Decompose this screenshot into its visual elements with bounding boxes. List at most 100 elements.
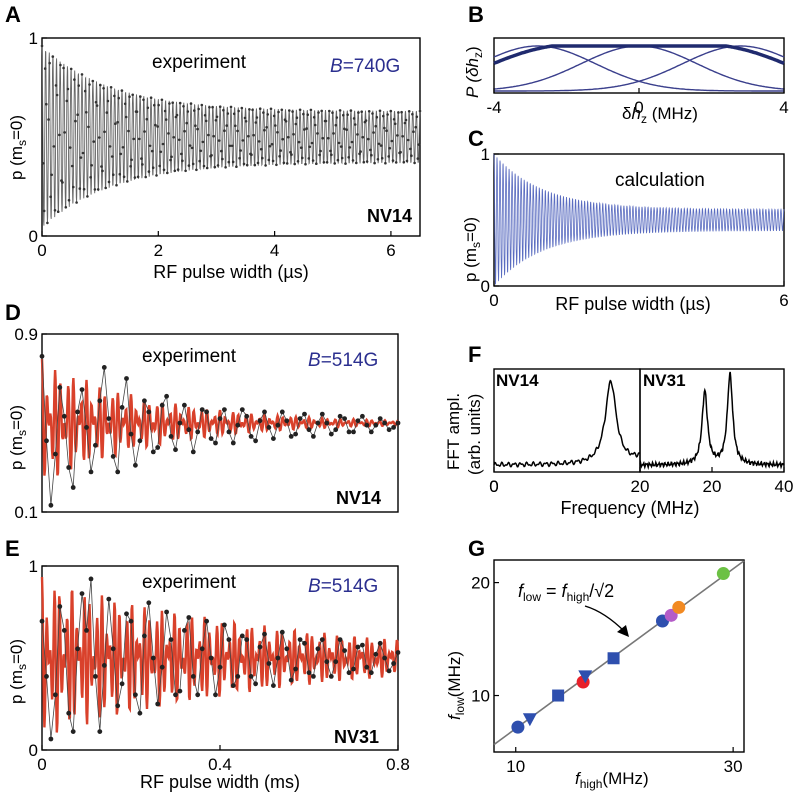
panel-a-data-point [374,124,378,128]
panel-a-data-point [402,160,406,164]
panel-a-data-point [150,149,154,153]
panel-e-data-point [315,646,321,652]
y-tick-label: 0 [29,741,38,760]
panel-d-data-point [186,427,192,433]
panel-e-data-point [61,628,67,633]
panel-a-data-point [151,166,155,169]
panel-d-data-point [302,411,307,417]
panel-a-data-point [222,108,225,112]
panel-g-ticks: 10 30 10 20 [471,574,743,776]
panel-a-data-point [418,109,422,113]
panel-a-data-point [211,105,214,109]
y-tick-label: 20 [471,574,490,593]
panel-a-data-point [116,120,119,124]
panel-e-data-point [110,646,116,652]
panel-a-data-point [269,107,273,111]
panel-a-data-point [68,146,72,149]
panel-d-data-point [368,429,374,435]
panel-d-data-point [164,393,170,399]
panel-e-data-point [101,663,107,668]
panel-a-data-point [232,112,236,116]
panel-a-data-point [47,118,50,121]
panel-a-data-point [49,195,52,199]
panel-a-data-point [180,152,183,156]
panel-c-ylabel: p (ms=0) [461,217,483,282]
panel-a-data-point [258,107,262,110]
panel-a-data-point [196,127,199,131]
panel-a-data-point [385,129,388,132]
panel-d-data-point [208,436,214,441]
panel-g-xlabel: fhigh(MHz) [575,769,649,791]
x-tick-label: 30 [724,757,743,776]
panel-a-data-point [154,123,157,127]
panel-d-data-point [217,416,223,421]
panel-a-data-point [207,133,210,137]
panel-g-point-triangle [578,670,593,684]
panel-e-xlabel: RF pulse width (ms) [140,772,300,792]
panel-d-data-point [57,385,63,390]
panel-a-data-point [79,156,83,159]
panel-a-data-point [339,145,343,148]
panel-a-data-point [274,124,277,127]
panel-d-data-point [395,420,401,426]
panel-a-data-point [229,105,233,109]
panel-a-data-point [257,140,261,143]
panel-a-data-point [97,136,101,139]
panel-a-data-point [82,187,86,191]
panel-a-data-point [348,146,352,149]
panel-b: B -4 0 4 P (δhz) δhz (MHz) [463,2,789,126]
panel-a-data-point [56,210,60,213]
panel-a-xlabel: RF pulse width (µs) [153,262,308,282]
panel-a-data-point [295,116,299,119]
panel-a-data-point [259,147,263,151]
panel-a-data-point [113,94,116,98]
panel-a-data-point [399,150,402,154]
panel-a-data-point [333,162,337,165]
panel-a-data-point [90,164,93,167]
panel-d-data-point [266,425,272,430]
panel-a-data-point [304,162,307,166]
panel-a-data-point [45,102,48,106]
panel-a-data-point [118,172,122,176]
panel-e-data-point [235,674,241,679]
panel-a-data-point [376,158,380,161]
panel-a-data-point [108,145,112,148]
panel-a-data-point [416,157,420,160]
panel-a-data-point [380,156,384,160]
panel-a-data-point [217,139,221,142]
panel-d-data-point [337,413,343,419]
panel-a-data-point [308,145,312,149]
panel-a-data-point [320,109,324,113]
panel-a-data-point [346,113,349,116]
panel-a-data-point [312,116,316,119]
panel-c-annotation: calculation [615,170,705,191]
panel-a-data-point [280,108,284,112]
panel-c-letter: C [468,126,484,151]
panel-e-annotation: experiment [142,572,237,593]
panel-e-data-point [199,646,205,652]
panel-a-data-point [370,153,373,157]
panel-a-data-point [311,159,315,162]
panel-d-data-point [137,438,143,444]
panel-a-data-point [201,140,205,144]
panel-g-arrow [584,605,629,637]
panel-a-data-point [244,120,248,123]
panel-a-data-point [227,160,231,164]
panel-a-data-point [417,143,421,146]
y-tick-label: 1 [29,29,38,48]
panel-a-data-point [364,119,368,122]
panel-d-data-point [70,485,76,490]
x-tick-label: 20 [631,477,650,496]
panel-a-data-point [135,110,139,113]
panel-a-data-point [225,124,228,127]
panel-a-data-point [43,67,47,70]
panel-e-data-point [75,646,80,652]
panel-a-data-point [331,111,334,114]
panel-a-data-point [163,109,167,113]
panel-a-data-point [340,156,344,160]
panel-a-data-point [332,132,335,135]
panel-a-data-point [387,155,391,158]
panel-a-data-point [103,130,106,134]
panel-d-data-point [177,420,183,426]
panel-a-data-point [310,141,314,145]
